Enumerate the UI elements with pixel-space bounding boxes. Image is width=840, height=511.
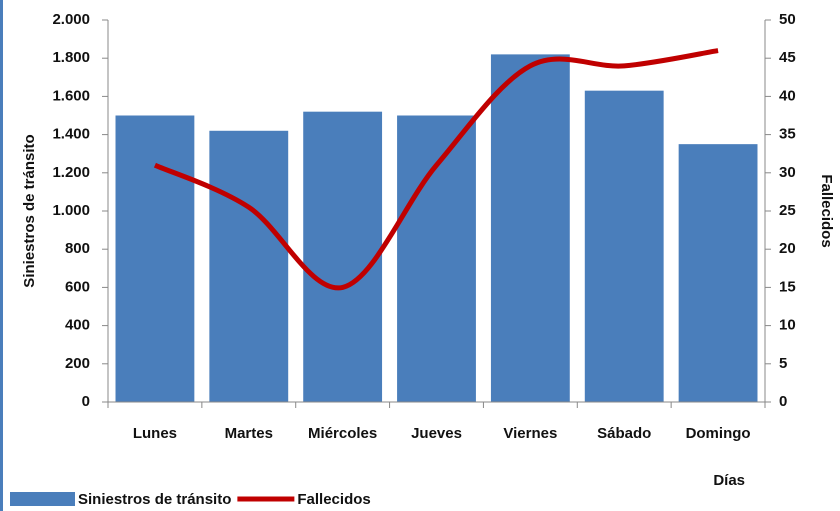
- bar: [209, 130, 289, 402]
- y2-tick-label: 35: [779, 126, 796, 143]
- y2-tick-label: 5: [779, 355, 787, 372]
- x-tick-label: Miércoles: [308, 425, 377, 442]
- x-tick-label: Jueves: [411, 425, 462, 442]
- x-tick-label: Sábado: [597, 425, 651, 442]
- y-tick-label: 400: [65, 317, 90, 334]
- y-tick-label: 2.000: [52, 11, 90, 28]
- y-tick-label: 800: [65, 240, 90, 257]
- y-tick-label: 1.600: [52, 87, 90, 104]
- bar: [490, 54, 570, 402]
- x-axis-label: Días: [713, 472, 745, 489]
- y-tick-label: 1.000: [52, 202, 90, 219]
- x-tick-label: Martes: [225, 425, 273, 442]
- bar: [397, 115, 476, 402]
- legend-swatch: [10, 492, 75, 506]
- legend-label: Fallecidos: [297, 491, 370, 508]
- x-tick-label: Viernes: [503, 425, 557, 442]
- y2-tick-label: 15: [779, 278, 796, 295]
- y2-tick-label: 20: [779, 240, 796, 257]
- line: [153, 48, 719, 291]
- x-tick-label: Domingo: [686, 425, 751, 442]
- y-tick-label: 1.200: [52, 164, 90, 181]
- legend-label: Siniestros de tránsito: [78, 491, 231, 508]
- y-axis-label: Siniestros de tránsito: [21, 134, 38, 287]
- bar: [678, 144, 758, 402]
- y2-tick-label: 45: [779, 49, 796, 66]
- bar: [584, 90, 664, 403]
- y2-tick-label: 30: [779, 164, 796, 181]
- bar: [115, 115, 195, 402]
- y-tick-label: 0: [82, 393, 90, 410]
- y2-tick-label: 50: [779, 11, 796, 28]
- y-tick-label: 600: [65, 278, 90, 295]
- y2-tick-label: 25: [779, 202, 796, 219]
- y2-axis-label: Fallecidos: [818, 174, 835, 247]
- bar: [303, 111, 383, 403]
- y-tick-label: 1.800: [52, 49, 90, 66]
- y2-tick-label: 40: [779, 87, 796, 104]
- y2-tick-label: 0: [779, 393, 787, 410]
- y2-tick-label: 10: [779, 317, 796, 334]
- y-tick-label: 1.400: [52, 126, 90, 143]
- x-tick-label: Lunes: [133, 425, 177, 442]
- y-tick-label: 200: [65, 355, 90, 372]
